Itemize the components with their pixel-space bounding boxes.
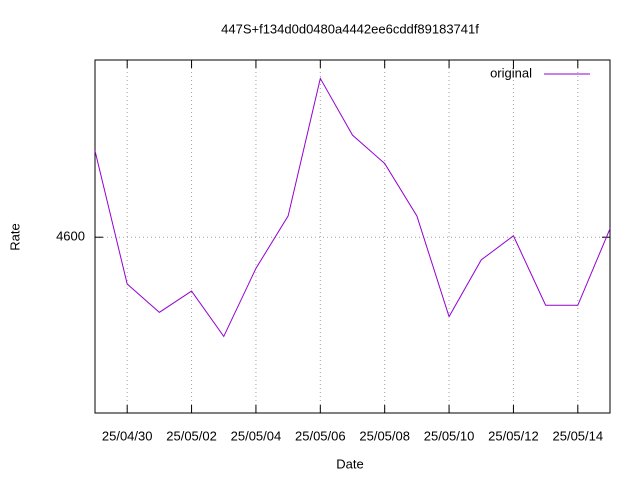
- legend-label: original: [490, 65, 532, 80]
- y-tick-label: 4600: [56, 229, 85, 244]
- x-tick-label: 25/04/30: [102, 428, 153, 443]
- x-tick-label: 25/05/06: [295, 428, 346, 443]
- x-tick-label: 25/05/02: [166, 428, 217, 443]
- chart-title: 447S+f134d0d0480a4442ee6cddf89183741f: [221, 21, 479, 36]
- x-axis-label: Date: [336, 456, 363, 471]
- x-tick-label: 25/05/12: [488, 428, 539, 443]
- x-tick-label: 25/05/08: [359, 428, 410, 443]
- x-tick-label: 25/05/14: [553, 428, 604, 443]
- plot-frame: [94, 59, 611, 414]
- x-tick-label: 25/05/10: [424, 428, 475, 443]
- y-axis-label: Rate: [7, 223, 22, 250]
- x-tick-label: 25/05/04: [231, 428, 282, 443]
- series-line: [94, 77, 611, 338]
